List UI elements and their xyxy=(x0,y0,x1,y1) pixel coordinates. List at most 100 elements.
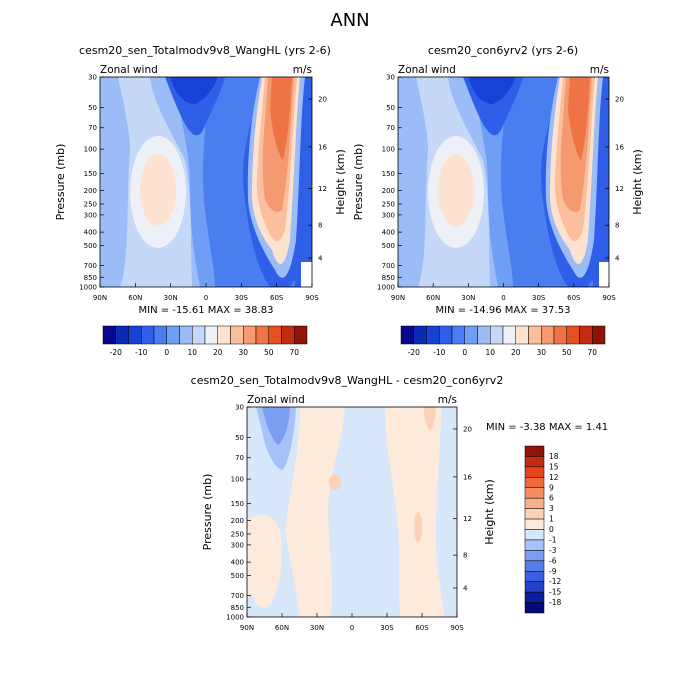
panel-3-xtick-label: 0 xyxy=(350,624,354,632)
panel-3-ytick-label: 850 xyxy=(231,604,244,612)
panel-2-left-label: Zonal wind xyxy=(398,64,456,76)
panel-1-colorbar-label: -20 xyxy=(110,348,122,357)
panel-3-colorbar-label: -9 xyxy=(549,567,557,576)
panel-1-ytick-label: 30 xyxy=(88,74,97,82)
panel-3-colorbar-box xyxy=(524,539,545,551)
panel-1-ytick-label: 250 xyxy=(84,200,97,208)
panel-2-title: cesm20_con6yrv2 (yrs 2-6) xyxy=(428,44,578,57)
panel-3-colorbar-label: -12 xyxy=(549,577,561,586)
panel-1-fill-left-bluefringe xyxy=(100,77,130,287)
panel-3-ylabel: Pressure (mb) xyxy=(201,474,214,551)
panel-3-colorbar-label: 1 xyxy=(549,515,554,524)
panel-1-ylabel-right: Height (km) xyxy=(334,149,347,215)
panel-1-ytick-label: 700 xyxy=(84,262,97,270)
panel-3-ytick-label: 250 xyxy=(231,530,244,538)
panel-1-colorbar-label: 50 xyxy=(264,348,274,357)
panel-2-ytick-label: 100 xyxy=(382,146,395,154)
panel-3-colorbar-box xyxy=(524,571,545,582)
panel-3-colorbar-box xyxy=(524,550,545,562)
panel-3-colorbar-label: 12 xyxy=(549,473,559,482)
panel-2-xtick-label: 60N xyxy=(426,294,440,302)
panel-1-ytick-label: 850 xyxy=(84,274,97,282)
panel-2-colorbar-label: 30 xyxy=(536,348,546,357)
panel-2-ylabel-right: Height (km) xyxy=(631,149,644,215)
panel-2-ytick-label: 850 xyxy=(382,274,395,282)
panel-3-ylabel-right: Height (km) xyxy=(483,479,496,545)
panel-1-fill-polar-core xyxy=(170,77,218,104)
panel-2-yrtick-label: 12 xyxy=(615,185,624,193)
panel-1-colorbar: -20 -10 0 10 20 30 50 70 xyxy=(102,325,308,357)
panel-1-colorbar-label: 30 xyxy=(238,348,248,357)
panel-1-colorbar-label: 70 xyxy=(289,348,299,357)
panel-3-y-right-axis: 20 16 12 8 4 xyxy=(453,425,472,593)
panel-1-fill-sh-jet-4 xyxy=(270,77,292,160)
panel-1-stats: MIN = -15.61 MAX = 38.83 xyxy=(139,305,274,316)
panel-3-fill-pos-bottomright xyxy=(425,580,442,617)
panel-3-ytick-label: 150 xyxy=(231,500,244,508)
panel-3-colorbar-label: 6 xyxy=(549,494,554,503)
panel-3-colorbar-box xyxy=(524,445,545,457)
panel-2-fill-left-bluefringe xyxy=(398,77,428,287)
panel-1-y-axis: 30 50 70 100 150 200 250 300 400 500 700 850 1000 xyxy=(79,74,104,292)
panel-2-x-axis: 90N 60N 30N 0 30S 60S 90S xyxy=(391,283,616,302)
panel-2-ytick-label: 150 xyxy=(382,170,395,178)
panel-3-xtick-label: 30N xyxy=(310,624,324,632)
panel-2-yrtick-label: 4 xyxy=(615,255,620,263)
panel-3-title: cesm20_sen_Totalmodv9v8_WangHL - cesm20_… xyxy=(191,374,504,387)
panel-2-ytick-label: 700 xyxy=(382,262,395,270)
panel-3-colorbar-label: -3 xyxy=(549,546,557,555)
panel-3-colorbar-box xyxy=(524,456,545,468)
panel-2-yrtick-label: 8 xyxy=(615,222,619,230)
panel-1-x-axis: 90N 60N 30N 0 30S 60S 90S xyxy=(93,283,319,302)
panel-2-yrtick-label: 16 xyxy=(615,143,624,151)
panel-3-left-label: Zonal wind xyxy=(247,394,305,406)
panel-3-yrtick-label: 4 xyxy=(463,585,468,593)
panel-2-stats: MIN = -14.96 MAX = 37.53 xyxy=(436,305,571,316)
panel-2-colorbar-box xyxy=(592,325,606,345)
panel-2-xtick-label: 90N xyxy=(391,294,405,302)
panel-2-colorbar-label: 70 xyxy=(587,348,597,357)
panel-2-xtick-label: 30S xyxy=(532,294,546,302)
panel-3-ytick-label: 1000 xyxy=(226,614,244,622)
panel-3-fill-pos-spot-2 xyxy=(414,512,422,542)
panel-3-fill-pos-band-2 xyxy=(385,407,445,617)
panel-3-colorbar-label: 9 xyxy=(549,483,554,492)
panel-2-colorbar-label: 0 xyxy=(462,348,467,357)
panel-2-right-label: m/s xyxy=(590,64,609,76)
panel-1-yrtick-label: 8 xyxy=(318,222,322,230)
panel-3-stats: MIN = -3.38 MAX = 1.41 xyxy=(486,422,608,433)
panel-3-right-label: m/s xyxy=(438,394,457,406)
panel-2-fill-polar-core xyxy=(468,77,516,104)
panel-2-colorbar: -20 -10 0 10 20 30 50 70 xyxy=(400,325,606,357)
panel-3-colorbar-label: -18 xyxy=(549,598,561,607)
panel-3-ytick-label: 400 xyxy=(231,559,244,567)
panel-2-colorbar-label: -10 xyxy=(433,348,445,357)
panel-1-ytick-label: 150 xyxy=(84,170,97,178)
panel-1-y-right-axis: 20 16 12 8 4 xyxy=(308,95,327,263)
panel-1-colorbar-label: 10 xyxy=(187,348,197,357)
panel-1-ylabel: Pressure (mb) xyxy=(54,144,67,221)
panel-3-colorbar-label: -15 xyxy=(549,588,561,597)
panel-3-colorbar-box xyxy=(524,518,545,530)
panel-2-contour-field xyxy=(398,77,609,287)
panel-3-colorbar-label: 18 xyxy=(549,452,559,461)
panel-3-yrtick-label: 16 xyxy=(463,473,472,481)
panel-1-ytick-label: 500 xyxy=(84,242,97,250)
panel-1-yrtick-label: 12 xyxy=(318,185,327,193)
panel-3-xtick-label: 60N xyxy=(275,624,289,632)
page-title: ANN xyxy=(330,10,370,31)
panel-2-yrtick-label: 20 xyxy=(615,95,624,103)
panel-1-ytick-label: 200 xyxy=(84,187,97,195)
panel-1-yrtick-label: 4 xyxy=(318,255,323,263)
panel-3-ytick-label: 70 xyxy=(235,454,244,462)
panel-3-ytick-label: 50 xyxy=(235,434,244,442)
panel-3-yrtick-label: 12 xyxy=(463,515,472,523)
panel-2-ytick-label: 50 xyxy=(386,104,395,112)
panel-2-xtick-label: 30N xyxy=(461,294,475,302)
panel-1-xtick-label: 90S xyxy=(305,294,319,302)
panel-1-xtick-label: 60N xyxy=(128,294,142,302)
panel-1-xtick-label: 30S xyxy=(235,294,249,302)
panel-2-ytick-label: 300 xyxy=(382,211,395,219)
panel-3-y-axis: 30 50 70 100 150 200 250 300 400 500 700 850 1000 xyxy=(226,404,251,622)
